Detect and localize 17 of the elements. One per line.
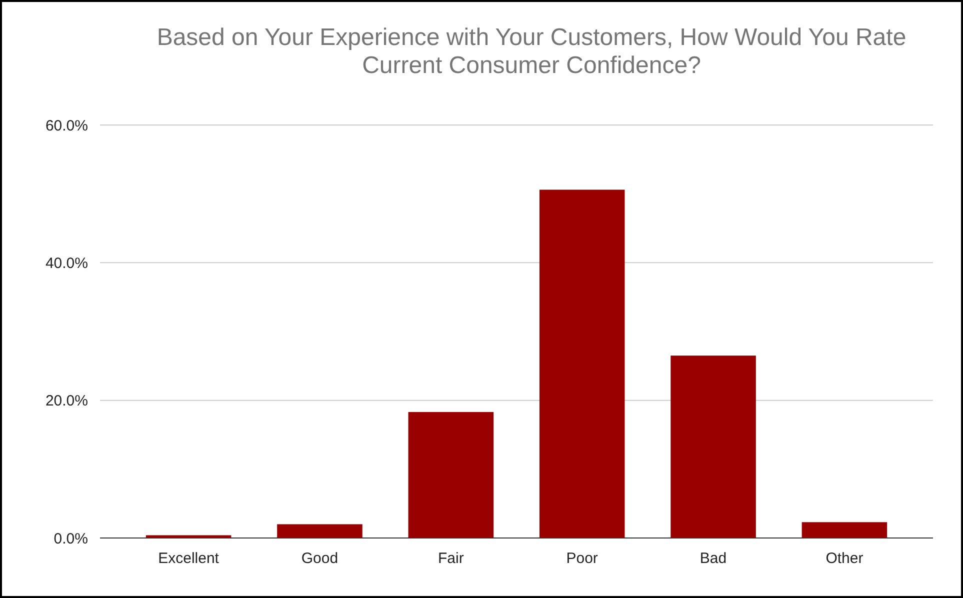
bar — [670, 356, 756, 538]
x-tick-label: Bad — [700, 550, 727, 567]
bar — [146, 535, 232, 538]
bar — [539, 190, 625, 538]
x-tick-label: Other — [826, 550, 864, 567]
bar — [277, 524, 362, 538]
y-tick-label: 20.0% — [45, 392, 88, 410]
x-tick-label: Poor — [566, 550, 598, 567]
bar — [408, 412, 494, 538]
y-tick-label: 40.0% — [45, 254, 88, 272]
chart-title: Based on Your Experience with Your Customers, How Would You Rate Current Consumer Confidence? — [156, 24, 906, 79]
bar — [802, 522, 888, 538]
y-tick-label: 0.0% — [54, 530, 88, 548]
y-tick-label: 60.0% — [45, 117, 88, 134]
x-tick-label: Good — [301, 550, 338, 567]
x-tick-label: Fair — [438, 550, 464, 567]
x-tick-label: Excellent — [158, 550, 220, 567]
